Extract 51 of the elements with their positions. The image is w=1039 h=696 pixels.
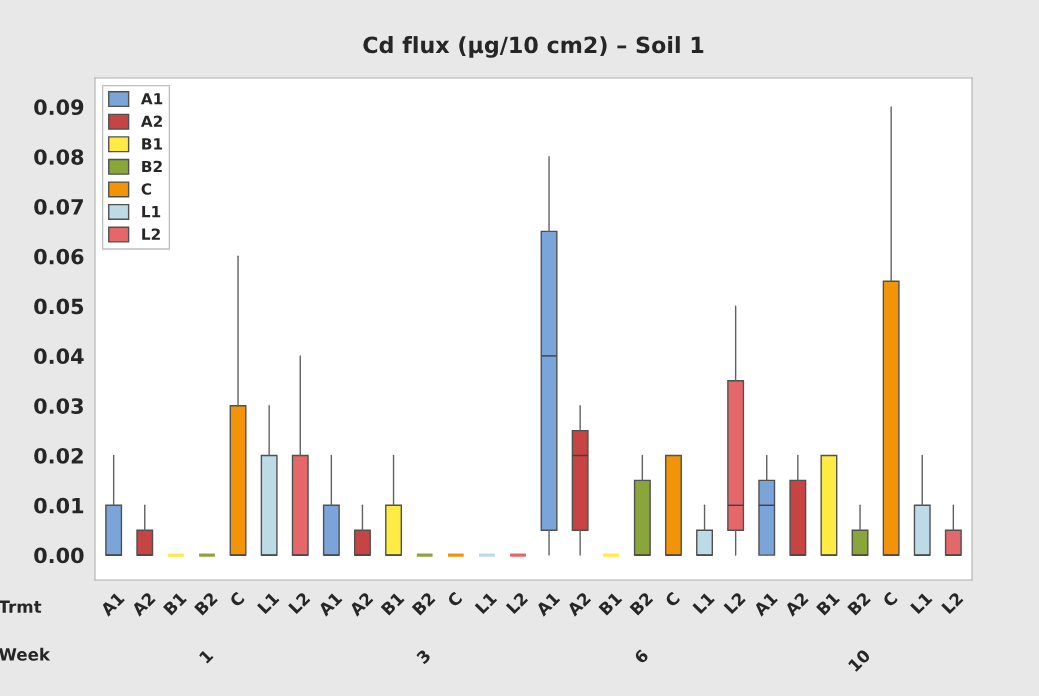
x-tick-label: B2 bbox=[193, 591, 218, 616]
x-tick-label: B1 bbox=[598, 591, 623, 616]
x-tick-label: L1 bbox=[910, 591, 933, 614]
legend-label: L2 bbox=[142, 228, 160, 240]
x-tick-label: L1 bbox=[692, 591, 715, 614]
text: 6 bbox=[633, 648, 650, 665]
x-tick-label: A1 bbox=[317, 591, 343, 617]
x-tick-label: L1 bbox=[474, 591, 498, 614]
y-tick-label: 0.09 bbox=[34, 99, 84, 116]
x-tick-label: A2 bbox=[130, 591, 156, 617]
text: Week bbox=[0, 647, 51, 661]
legend-label: A1 bbox=[140, 93, 163, 105]
legend-label: A2 bbox=[140, 115, 162, 127]
y-tick-label: 0.04 bbox=[34, 348, 84, 365]
chart-title: Cd flux (µg/10 cm2) – Soil 1 bbox=[363, 36, 704, 58]
x-tick-label: B2 bbox=[629, 591, 654, 616]
x-tick-label: C bbox=[881, 591, 899, 608]
x-tick-label: A1 bbox=[752, 591, 778, 617]
legend-label: L1 bbox=[142, 206, 161, 218]
x-tick-label: A2 bbox=[566, 591, 592, 617]
x-tick-label: A1 bbox=[535, 591, 561, 617]
y-tick-label: 0.07 bbox=[34, 198, 83, 215]
x-tick-label: A2 bbox=[348, 591, 374, 617]
x-tick-label: A1 bbox=[99, 591, 125, 617]
x-tick-label: L2 bbox=[723, 591, 746, 614]
y-tick-label: 0.08 bbox=[34, 149, 84, 165]
legend-label: B1 bbox=[142, 138, 163, 150]
legend-label: C bbox=[141, 183, 152, 195]
x-tick-label: B2 bbox=[847, 591, 871, 616]
y-tick-label: 0.00 bbox=[34, 547, 84, 564]
y-tick-label: 0.03 bbox=[34, 398, 83, 414]
y-tick-label: 0.06 bbox=[34, 248, 84, 265]
x-tick-label: C bbox=[228, 591, 246, 608]
y-tick-label: 0.01 bbox=[34, 497, 84, 514]
x-tick-label: B2 bbox=[411, 591, 436, 616]
y-tick-label: 0.02 bbox=[34, 447, 83, 464]
x-tick-label: A2 bbox=[783, 591, 809, 617]
x-tick-label: L2 bbox=[505, 591, 529, 614]
x-tick-label: B1 bbox=[816, 591, 840, 616]
text: 1 bbox=[198, 648, 214, 664]
x-tick-label: L1 bbox=[257, 591, 280, 614]
text: 10 bbox=[847, 648, 872, 672]
legend-label: B2 bbox=[142, 160, 162, 173]
x-tick-label: B1 bbox=[380, 591, 405, 616]
x-tick-label: C bbox=[446, 591, 463, 608]
x-tick-label: C bbox=[664, 591, 681, 608]
y-tick-label: 0.05 bbox=[34, 298, 84, 315]
x-tick-label: L2 bbox=[287, 591, 311, 614]
text: 3 bbox=[415, 648, 432, 665]
x-tick-label: L2 bbox=[941, 591, 964, 614]
x-tick-label: B1 bbox=[163, 591, 187, 616]
